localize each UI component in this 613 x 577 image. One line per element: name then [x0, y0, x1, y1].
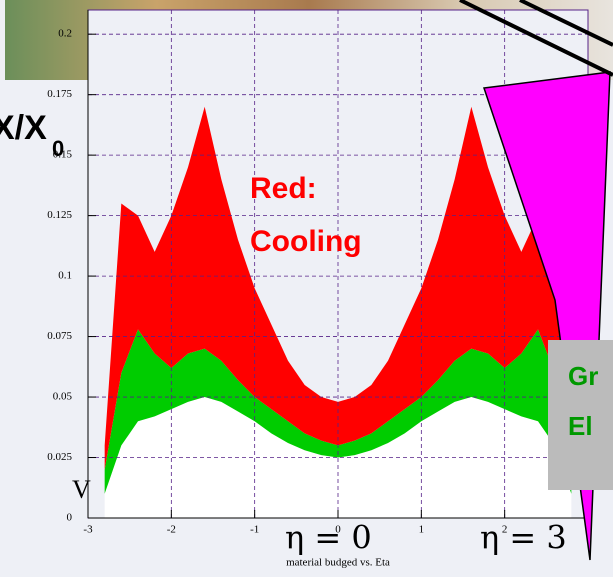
- y-tick-label: 0.05: [53, 391, 73, 403]
- annotation: Red:: [250, 172, 317, 205]
- y-tick-label: 0.025: [47, 451, 72, 463]
- x-axis-label: material budged vs. Eta: [286, 557, 390, 569]
- annotation: Cooling: [250, 225, 362, 258]
- annotation: V: [72, 475, 91, 504]
- x-tick-label: -3: [83, 524, 93, 536]
- y-tick-label: 0.1: [58, 270, 72, 282]
- x-tick-label: 1: [419, 524, 425, 536]
- y-tick-label: 0.175: [47, 88, 72, 100]
- page: {"chart_data": {"type": "stacked-area", …: [0, 0, 613, 572]
- annotation: η = 0: [285, 519, 372, 557]
- x-tick-label: -1: [250, 524, 259, 536]
- y-tick-label: 0: [67, 512, 73, 524]
- y-tick-label: 0.2: [58, 28, 72, 40]
- x-tick-label: -2: [167, 524, 176, 536]
- y-tick-label: 0.075: [47, 330, 72, 342]
- y-axis-label-sub: 0: [52, 136, 64, 161]
- y-axis-label: X/X: [0, 109, 47, 147]
- chart: 00.0250.050.0750.10.1250.150.1750.2-3-2-…: [0, 0, 613, 572]
- annotation: η = 3: [480, 519, 567, 557]
- annotation: El: [568, 411, 593, 441]
- y-tick-label: 0.125: [47, 209, 72, 221]
- annotation: Gr: [568, 361, 598, 391]
